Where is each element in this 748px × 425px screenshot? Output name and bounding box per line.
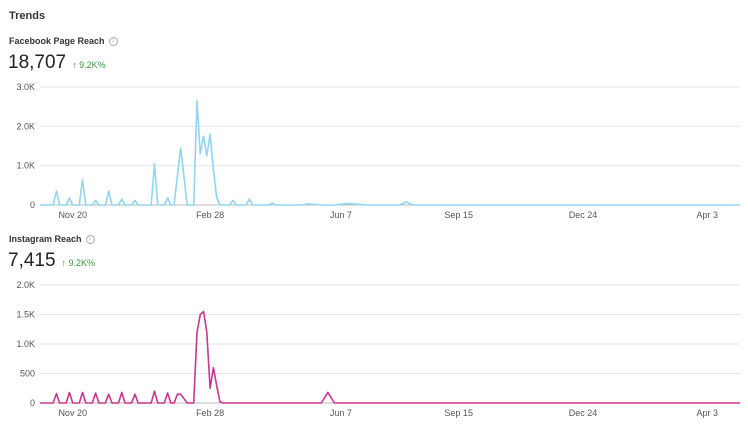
x-tick-label: Jun 7 xyxy=(330,408,352,418)
x-tick-label: Feb 28 xyxy=(196,210,224,220)
y-tick-label: 0 xyxy=(30,200,35,210)
facebook-reach-chart: 0 1.0K 2.0K 3.0K Nov 20 Feb 28 Jun 7 Sep 15 Dec … xyxy=(16,82,740,220)
y-tick-label: 0 xyxy=(30,398,35,408)
x-tick-label: Nov 20 xyxy=(58,210,87,220)
instagram-reach-label: Instagram Reach i xyxy=(9,234,95,244)
y-tick-label: 500 xyxy=(20,369,35,379)
y-tick-label: 1.5K xyxy=(16,310,35,320)
x-tick-label: Jun 7 xyxy=(330,210,352,220)
instagram-reach-label-text: Instagram Reach xyxy=(9,234,82,244)
series-line xyxy=(40,99,740,206)
x-tick-label: Sep 15 xyxy=(444,210,473,220)
instagram-reach-metric: 7,415 ↑ 9.2K% xyxy=(8,250,95,272)
x-tick-label: Apr 3 xyxy=(697,408,719,418)
y-tick-label: 3.0K xyxy=(16,82,35,92)
instagram-reach-value: 7,415 xyxy=(8,250,56,271)
info-icon[interactable]: i xyxy=(108,36,118,46)
instagram-reach-change: ↑ 9.2K% xyxy=(61,258,96,268)
x-tick-label: Dec 24 xyxy=(569,408,598,418)
x-tick-label: Apr 3 xyxy=(697,210,719,220)
y-tick-label: 2.0K xyxy=(16,280,35,290)
facebook-reach-label: Facebook Page Reach i xyxy=(9,36,118,46)
info-icon[interactable]: i xyxy=(85,234,95,244)
y-tick-label: 1.0K xyxy=(16,339,35,349)
facebook-reach-metric: 18,707 ↑ 9.2K% xyxy=(8,52,106,74)
facebook-reach-value: 18,707 xyxy=(8,52,67,73)
series-line xyxy=(40,310,740,404)
x-tick-label: Dec 24 xyxy=(569,210,598,220)
y-tick-label: 2.0K xyxy=(16,121,35,131)
facebook-reach-label-text: Facebook Page Reach xyxy=(9,36,105,46)
x-tick-label: Nov 20 xyxy=(58,408,87,418)
x-tick-label: Feb 28 xyxy=(196,408,224,418)
y-tick-label: 1.0K xyxy=(16,161,35,171)
facebook-reach-change: ↑ 9.2K% xyxy=(72,60,106,70)
instagram-reach-chart: 0 500 1.0K 1.5K 2.0K Nov 20 Feb 28 Jun 7 Sep 15 D… xyxy=(16,280,740,418)
x-tick-label: Sep 15 xyxy=(444,408,473,418)
section-title: Trends xyxy=(9,10,46,22)
